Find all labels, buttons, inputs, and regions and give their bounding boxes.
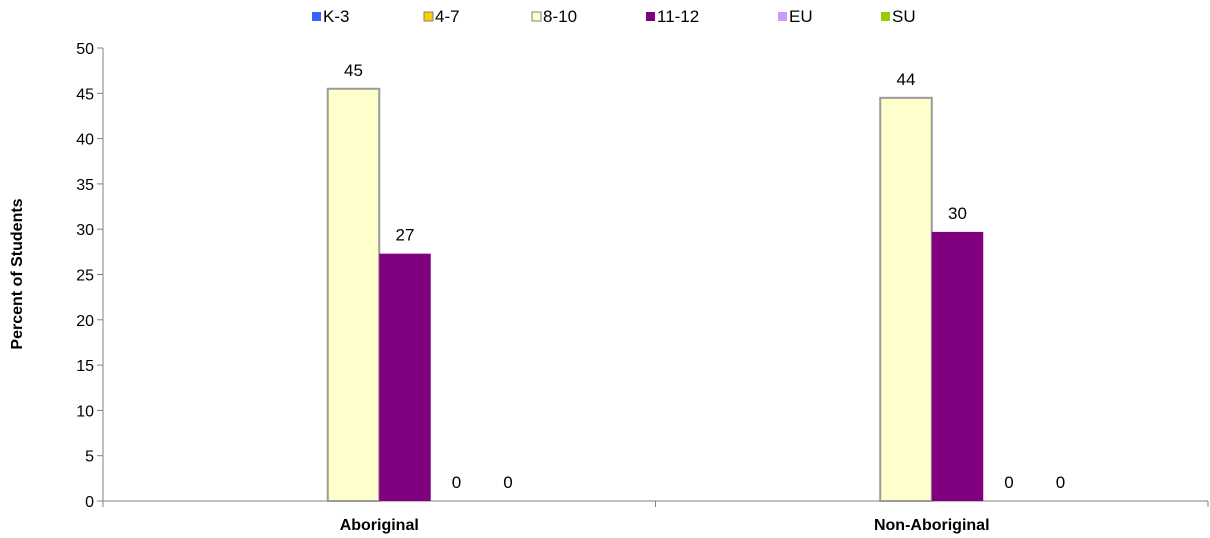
legend-item-11-12: 11-12 bbox=[646, 7, 699, 26]
x-category-label: Aboriginal bbox=[340, 517, 419, 534]
legend-item-EU: EU bbox=[778, 7, 813, 26]
y-tick-label: 15 bbox=[76, 358, 94, 375]
y-axis: 0 5 10 15 20 25 30 35 40 45 50 bbox=[76, 41, 104, 511]
legend-label: 11-12 bbox=[657, 7, 699, 26]
data-labels: 45 27 0 0 44 30 0 0 bbox=[344, 61, 1065, 492]
legend-swatch bbox=[312, 12, 321, 21]
y-tick-label: 40 bbox=[76, 132, 94, 149]
legend-swatch bbox=[423, 11, 434, 22]
data-label: 0 bbox=[1004, 473, 1013, 492]
legend-item-SU: SU bbox=[881, 7, 916, 26]
y-axis-title: Percent of Students bbox=[9, 198, 26, 349]
legend-label: 4-7 bbox=[435, 7, 460, 26]
legend-label: EU bbox=[789, 7, 813, 26]
legend-label: 8-10 bbox=[543, 7, 577, 26]
x-axis: Aboriginal Non-Aboriginal bbox=[102, 500, 1209, 534]
legend: K-3 4-7 8-10 11-12 EU SU bbox=[312, 7, 916, 26]
data-label: 45 bbox=[344, 61, 363, 80]
bar-11-12-Aboriginal bbox=[379, 253, 431, 501]
legend-swatch bbox=[646, 12, 655, 21]
legend-swatch bbox=[778, 12, 787, 21]
legend-swatch bbox=[881, 12, 890, 21]
data-label: 0 bbox=[503, 473, 512, 492]
y-tick-label: 30 bbox=[76, 222, 94, 239]
bar-11-12-Non-Aboriginal bbox=[931, 231, 984, 501]
legend-item-4-7: 4-7 bbox=[423, 7, 460, 26]
data-label: 44 bbox=[897, 70, 916, 89]
legend-swatch bbox=[531, 11, 542, 22]
y-tick-label: 45 bbox=[76, 86, 94, 103]
data-label: 30 bbox=[948, 204, 967, 223]
bar-8-10-Non-Aboriginal bbox=[879, 96, 933, 503]
x-category-label: Non-Aboriginal bbox=[874, 517, 990, 534]
legend-label: K-3 bbox=[323, 7, 349, 26]
legend-label: SU bbox=[892, 7, 916, 26]
bar-8-10-Aboriginal bbox=[326, 87, 381, 503]
y-tick-label: 25 bbox=[76, 268, 94, 285]
y-tick-label: 35 bbox=[76, 177, 94, 194]
data-label: 0 bbox=[1056, 473, 1065, 492]
y-tick-label: 10 bbox=[76, 403, 94, 420]
data-label: 0 bbox=[452, 473, 461, 492]
bars bbox=[326, 87, 984, 503]
y-tick-label: 5 bbox=[85, 449, 94, 466]
y-tick-label: 50 bbox=[76, 41, 94, 58]
legend-item-8-10: 8-10 bbox=[531, 7, 577, 26]
legend-item-K-3: K-3 bbox=[312, 7, 349, 26]
y-tick-label: 20 bbox=[76, 313, 94, 330]
data-label: 27 bbox=[396, 226, 415, 245]
y-tick-label: 0 bbox=[85, 494, 94, 511]
